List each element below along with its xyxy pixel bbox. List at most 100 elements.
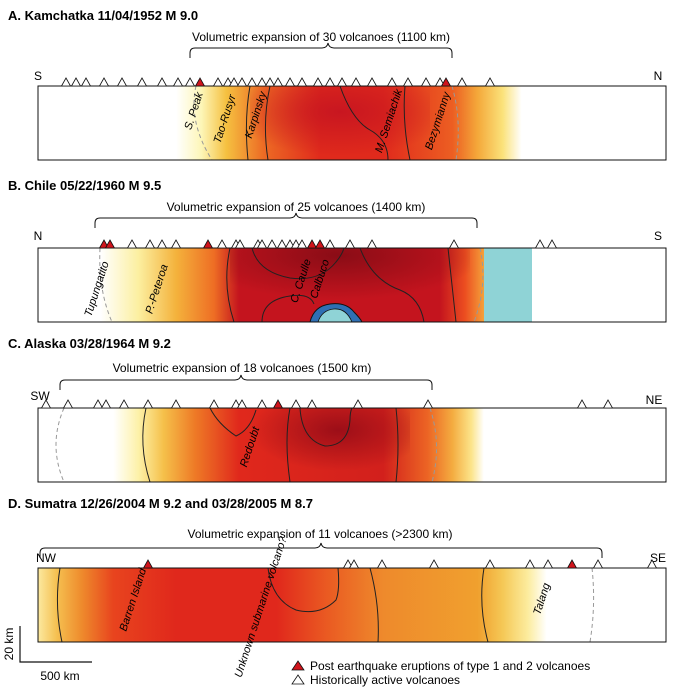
panel-title: A. Kamchatka 11/04/1952 M 9.0 xyxy=(8,8,198,23)
contour-line xyxy=(359,247,425,323)
contour-line xyxy=(481,567,489,643)
limit-line xyxy=(451,85,459,161)
historic-volcano-marker xyxy=(350,77,362,87)
expansion-core xyxy=(250,408,410,482)
erupted-volcano-marker xyxy=(566,559,578,569)
expansion-core xyxy=(250,86,430,160)
legend-historic: Historically active volcanoes xyxy=(310,673,460,687)
legend-red-triangle xyxy=(291,660,305,671)
historic-volcano-marker xyxy=(264,77,276,87)
historic-volcano-marker xyxy=(256,399,268,409)
contour-line xyxy=(245,85,251,161)
panel-kamchatka: A. Kamchatka 11/04/1952 M 9.0 Volumetric… xyxy=(8,8,667,161)
scale-bar: 20 km 500 km xyxy=(2,626,92,683)
historic-volcano-marker xyxy=(376,559,388,569)
erupted-volcano-marker xyxy=(306,239,318,249)
scale-axes xyxy=(19,626,92,663)
historic-volcano-marker xyxy=(92,399,104,409)
historic-volcano-marker xyxy=(256,239,268,249)
compression-zone xyxy=(484,248,532,322)
expansion-bracket xyxy=(59,374,433,390)
legend-post-eruption: Post earthquake eruptions of type 1 and … xyxy=(310,659,590,673)
historic-volcano-marker xyxy=(212,77,224,87)
panel-title: B. Chile 05/22/1960 M 9.5 xyxy=(8,178,161,193)
expansion-bracket xyxy=(39,542,603,558)
historic-volcano-marker xyxy=(352,399,364,409)
historic-volcano-marker xyxy=(266,239,278,249)
direction-right: S xyxy=(654,229,662,243)
historic-volcano-marker xyxy=(80,77,92,87)
historic-volcano-marker xyxy=(348,559,360,569)
panel-alaska: C. Alaska 03/28/1964 M 9.2 Volumetric ex… xyxy=(8,336,667,483)
contour-line xyxy=(142,407,151,483)
historic-volcano-marker xyxy=(324,77,336,87)
expansion-bracket xyxy=(189,42,453,58)
erupted-volcano-marker xyxy=(272,399,284,409)
direction-left: NW xyxy=(36,551,57,565)
historic-volcano-marker xyxy=(70,77,82,87)
historic-volcano-marker xyxy=(484,559,496,569)
legend-white-triangle xyxy=(291,674,305,685)
historic-volcano-marker xyxy=(184,77,196,87)
limit-line xyxy=(429,407,438,483)
historic-volcano-marker xyxy=(646,559,658,569)
contour-line xyxy=(251,247,345,280)
panel-sumatra: D. Sumatra 12/26/2004 M 9.2 and 03/28/20… xyxy=(8,496,667,679)
limit-line xyxy=(193,85,213,161)
contour-line xyxy=(56,567,63,643)
historic-volcano-marker xyxy=(236,77,248,87)
historic-volcano-marker xyxy=(136,77,148,87)
erupted-volcano-marker xyxy=(440,77,452,87)
historic-volcano-marker xyxy=(484,77,496,87)
historic-volcano-marker xyxy=(296,77,308,87)
historic-volcano-marker xyxy=(60,77,72,87)
historic-volcano-marker xyxy=(534,239,546,249)
legend: Post earthquake eruptions of type 1 and … xyxy=(291,659,590,687)
direction-right: SE xyxy=(650,551,666,565)
limit-line xyxy=(55,407,65,483)
historic-volcano-marker xyxy=(236,399,248,409)
historic-volcano-marker xyxy=(344,239,356,249)
panel-frame xyxy=(37,407,667,483)
erupted-volcano-marker xyxy=(314,239,326,249)
historic-volcano-marker xyxy=(172,77,184,87)
historic-volcano-marker xyxy=(524,559,536,569)
direction-left: SW xyxy=(30,389,50,403)
historic-volcano-marker xyxy=(448,239,460,249)
historic-volcano-marker xyxy=(118,399,130,409)
historic-volcano-marker xyxy=(296,239,308,249)
historic-volcano-marker xyxy=(592,559,604,569)
contour-line xyxy=(447,247,457,323)
volcano-markers xyxy=(142,559,658,569)
expansion-label: Volumetric expansion of 18 volcanoes (15… xyxy=(113,361,372,375)
historic-volcano-marker xyxy=(576,399,588,409)
historic-volcano-marker xyxy=(312,77,324,87)
historic-volcano-marker xyxy=(386,77,398,87)
historic-volcano-marker xyxy=(234,239,246,249)
historic-volcano-marker xyxy=(216,239,228,249)
historic-volcano-marker xyxy=(546,239,558,249)
historic-volcano-marker xyxy=(366,239,378,249)
historic-volcano-marker xyxy=(366,77,378,87)
contour-line xyxy=(226,247,235,323)
contour-line xyxy=(261,294,315,323)
contour-line xyxy=(286,407,291,483)
direction-left: S xyxy=(34,69,42,83)
historic-volcano-marker xyxy=(40,399,52,409)
historic-volcano-marker xyxy=(170,239,182,249)
volcano-markers xyxy=(98,239,558,249)
limit-line xyxy=(589,567,595,643)
historic-volcano-marker xyxy=(306,399,318,409)
erupted-volcano-marker xyxy=(104,239,116,249)
contour-line xyxy=(267,567,340,613)
erupted-volcano-marker xyxy=(202,239,214,249)
historic-volcano-marker xyxy=(402,77,414,87)
contour-line xyxy=(339,85,389,161)
historic-volcano-marker xyxy=(456,77,468,87)
compression-inner xyxy=(317,308,353,323)
erupted-volcano-marker xyxy=(194,77,206,87)
erupted-volcano-marker xyxy=(142,559,154,569)
historic-volcano-marker xyxy=(228,77,240,87)
historic-volcano-marker xyxy=(542,559,554,569)
